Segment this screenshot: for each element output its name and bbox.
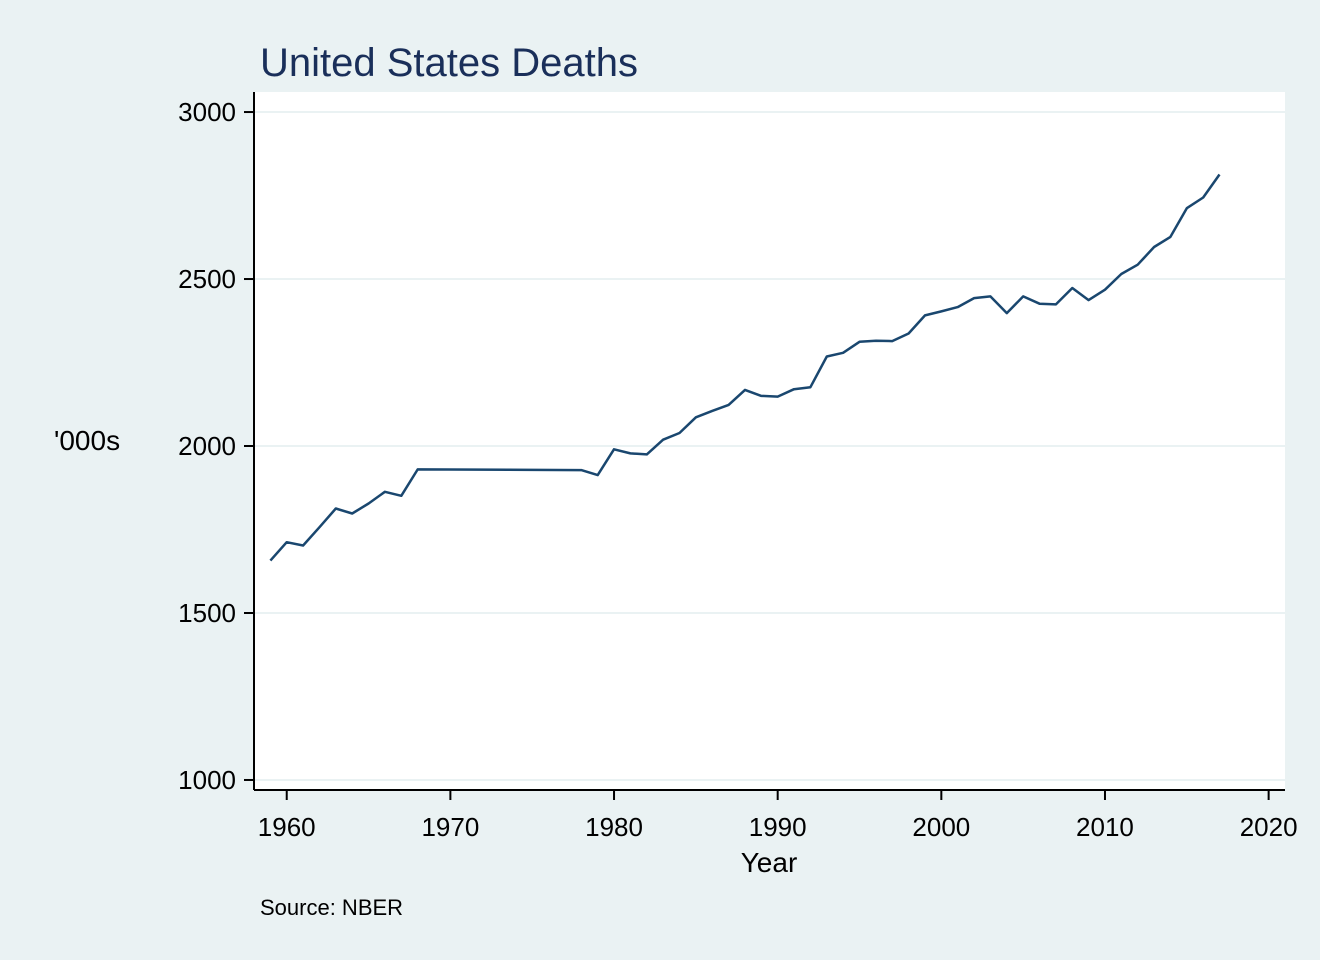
y-tick-label-3000: 3000 [178, 97, 236, 127]
x-tick-label-2000: 2000 [912, 812, 970, 842]
x-tick-label-1960: 1960 [258, 812, 316, 842]
series-line [269, 173, 1221, 562]
plot-area [254, 92, 1285, 790]
chart-title: United States Deaths [260, 41, 638, 85]
y-tick-label-2000: 2000 [178, 431, 236, 461]
source-note: Source: NBER [260, 895, 403, 920]
x-tick-label-1980: 1980 [585, 812, 643, 842]
x-axis-ticks: 1960 1970 1980 1990 2000 2010 2020 [258, 790, 1298, 842]
x-tick-label-2020: 2020 [1240, 812, 1298, 842]
x-tick-label-1970: 1970 [421, 812, 479, 842]
y-axis-title: '000s [54, 425, 120, 456]
y-tick-label-1500: 1500 [178, 598, 236, 628]
x-tick-label-1990: 1990 [749, 812, 807, 842]
y-tick-label-1000: 1000 [178, 765, 236, 795]
x-tick-label-2010: 2010 [1076, 812, 1134, 842]
y-axis-ticks: 1000 1500 2000 2500 3000 [178, 97, 254, 795]
gridlines [254, 111, 1285, 781]
x-axis-title: Year [741, 847, 798, 878]
y-tick-label-2500: 2500 [178, 264, 236, 294]
